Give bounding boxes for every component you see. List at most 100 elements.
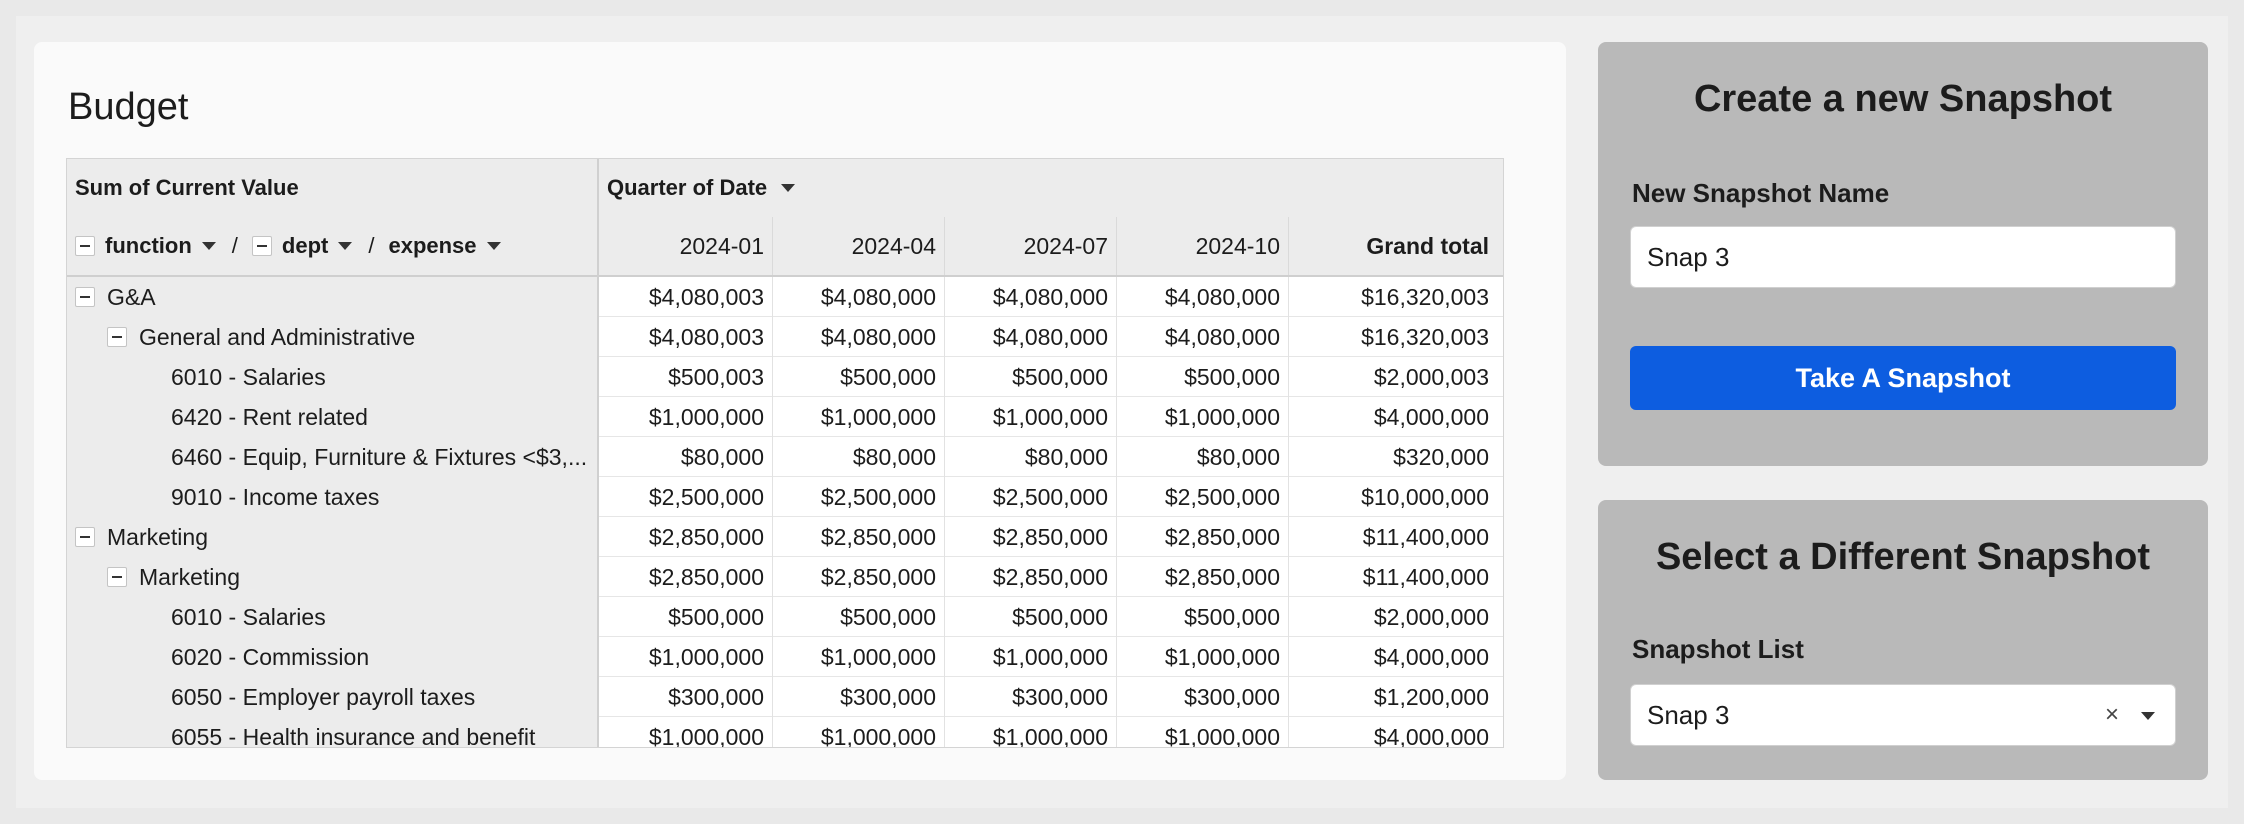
new-snapshot-name-label: New Snapshot Name [1632,178,1890,208]
table-cell: $4,080,003 [648,324,764,350]
chevron-down-icon[interactable] [781,184,796,192]
row-field-label: function [105,233,192,258]
row-field-expense[interactable]: expense [388,233,501,259]
table-cell: $11,400,000 [1362,564,1489,590]
table-cell: $80,000 [852,444,936,470]
column-header[interactable]: 2024-10 [1195,233,1280,259]
table-cell: $2,850,000 [648,564,764,590]
table-row: General and Administrative $4,080,003 $4,0… [67,317,1503,357]
column-field-label: Quarter of Date [607,175,768,200]
collapse-icon[interactable] [75,527,95,547]
table-cell: $1,000,000 [820,724,936,748]
column-divider [772,217,773,275]
chevron-down-icon[interactable] [2141,712,2155,720]
table-row: Marketing $2,850,000 $2,850,000 $2,850,000 $… [67,557,1503,597]
row-header: 6420 - Rent related [67,397,597,437]
snapshot-list-select[interactable]: Snap 3 × [1630,684,2176,746]
row-label: 6050 - Employer payroll taxes [171,684,476,710]
table-row: 6050 - Employer payroll taxes $300,000 $30… [67,677,1503,717]
column-header[interactable]: Grand total [1366,233,1489,259]
table-cell: $1,200,000 [1373,684,1489,710]
table-cell: $16,320,003 [1361,284,1489,310]
column-divider [1116,277,1117,747]
table-cell: $1,000,000 [992,644,1108,670]
row-header: 6010 - Salaries [67,357,597,397]
table-cell: $4,080,000 [1164,284,1280,310]
table-cell: $4,000,000 [1373,404,1489,430]
row-label: Marketing [139,564,240,590]
column-divider [944,277,945,747]
row-label: 6420 - Rent related [171,404,368,430]
table-cell: $500,000 [840,604,936,630]
row-field-dept[interactable]: dept [251,233,353,259]
row-header: Marketing [67,557,597,597]
table-cell: $80,000 [680,444,764,470]
table-cell: $2,850,000 [1164,564,1280,590]
table-cell: $80,000 [1196,444,1280,470]
create-snapshot-panel: Create a new Snapshot New Snapshot Name … [1598,42,2208,466]
table-row: 6010 - Salaries $500,003 $500,000 $500,000 $… [67,357,1503,397]
row-header: 6055 - Health insurance and benefit [67,717,597,748]
row-label: 6010 - Salaries [171,364,326,390]
table-cell: $300,000 [840,684,936,710]
create-snapshot-title: Create a new Snapshot [1693,78,2113,120]
chevron-down-icon[interactable] [201,242,216,250]
budget-card: Budget Sum of Current Value Quarter of D… [34,42,1566,780]
table-cell: $1,000,000 [820,644,936,670]
column-divider [772,277,773,747]
pivot-table: Sum of Current Value Quarter of Date fun… [66,158,1504,748]
clear-icon[interactable]: × [2104,701,2119,728]
row-label: 6055 - Health insurance and benefit [171,724,536,748]
table-cell: $500,003 [668,364,764,390]
table-cell: $300,000 [1184,684,1280,710]
column-header[interactable]: 2024-01 [679,233,764,259]
table-cell: $500,000 [1012,604,1108,630]
table-cell: $2,000,003 [1373,364,1489,390]
collapse-icon[interactable] [75,287,95,307]
collapse-icon[interactable] [251,236,272,256]
table-row: 9010 - Income taxes $2,500,000 $2,500,000 $… [67,477,1503,517]
snapshot-list-value: Snap 3 [1647,700,1730,730]
row-header: 6460 - Equip, Furniture & Fixtures <$3,.… [67,437,597,477]
column-header[interactable]: 2024-07 [1023,233,1108,259]
row-header: General and Administrative [67,317,597,357]
table-cell: $500,000 [1184,364,1280,390]
table-cell: $300,000 [1012,684,1108,710]
table-cell: $2,850,000 [820,564,936,590]
collapse-icon[interactable] [75,236,95,256]
row-field-function[interactable]: function [75,233,216,259]
table-cell: $500,000 [840,364,936,390]
column-header[interactable]: 2024-04 [851,233,936,259]
table-cell: $10,000,000 [1361,484,1489,510]
measure-label: Sum of Current Value [75,175,299,200]
collapse-icon[interactable] [107,327,127,347]
select-snapshot-title: Select a Different Snapshot [1655,536,2151,578]
table-row: 6010 - Salaries $500,000 $500,000 $500,000 $… [67,597,1503,637]
table-cell: $500,000 [1012,364,1108,390]
table-cell: $2,850,000 [992,524,1108,550]
table-cell: $4,080,000 [992,284,1108,310]
new-snapshot-name-input[interactable]: Snap 3 [1630,226,2176,288]
row-field-label: expense [388,233,477,258]
table-cell: $11,400,000 [1362,524,1489,550]
column-field-pill[interactable]: Quarter of Date [607,159,796,217]
table-cell: $1,000,000 [1164,644,1280,670]
table-cell: $1,000,000 [648,644,764,670]
row-label: 9010 - Income taxes [171,484,380,510]
table-cell: $4,080,003 [648,284,764,310]
table-cell: $2,500,000 [1164,484,1280,510]
table-cell: $300,000 [668,684,764,710]
chevron-down-icon[interactable] [338,242,353,250]
table-row: 6460 - Equip, Furniture & Fixtures <$3,.… [67,437,1503,477]
take-snapshot-button[interactable]: Take A Snapshot [1630,346,2176,410]
row-label: 6010 - Salaries [171,604,326,630]
field-separator: / [368,233,375,258]
chevron-down-icon[interactable] [486,242,501,250]
row-header-divider [597,159,599,747]
collapse-icon[interactable] [107,567,127,587]
table-cell: $320,000 [1393,444,1489,470]
pivot-header-row-2: function / dept / expense 2024-01 2024-04… [67,217,1503,277]
table-cell: $80,000 [1024,444,1108,470]
table-cell: $2,500,000 [648,484,764,510]
table-cell: $1,000,000 [820,404,936,430]
